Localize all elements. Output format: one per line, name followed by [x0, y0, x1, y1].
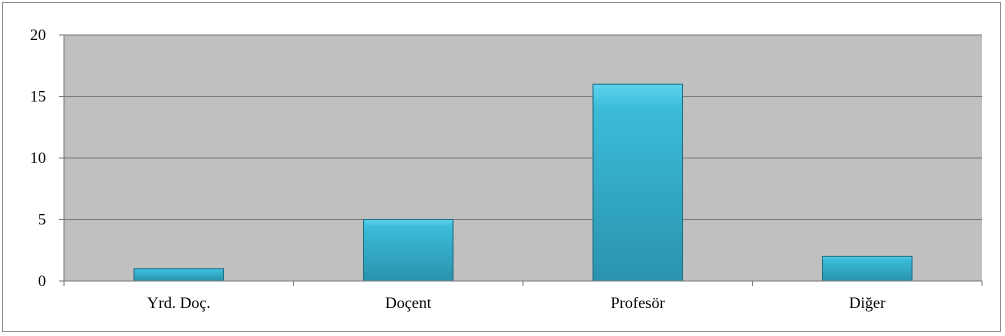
bar-2	[362, 219, 454, 282]
x-tick-label: Doçent	[385, 295, 432, 312]
y-tick-label: 5	[38, 212, 46, 229]
bar-4	[821, 255, 913, 282]
axes	[63, 35, 983, 286]
x-tick-label: Yrd. Doç.	[147, 295, 211, 312]
bar-1	[133, 268, 225, 282]
y-tick-label: 20	[30, 27, 46, 44]
gridlines	[59, 34, 982, 282]
y-tick-labels: 0 5 10 15 20	[30, 27, 46, 290]
y-tick-label: 10	[30, 150, 46, 167]
y-tick-label: 15	[30, 89, 46, 106]
x-tick-label: Profesör	[611, 295, 666, 312]
bars	[133, 83, 913, 282]
x-tick-label: Diğer	[849, 295, 886, 312]
bar-3	[592, 83, 684, 282]
y-tick-label: 0	[38, 273, 46, 290]
x-tick-labels: Yrd. Doç. Doçent Profesör Diğer	[147, 295, 886, 312]
